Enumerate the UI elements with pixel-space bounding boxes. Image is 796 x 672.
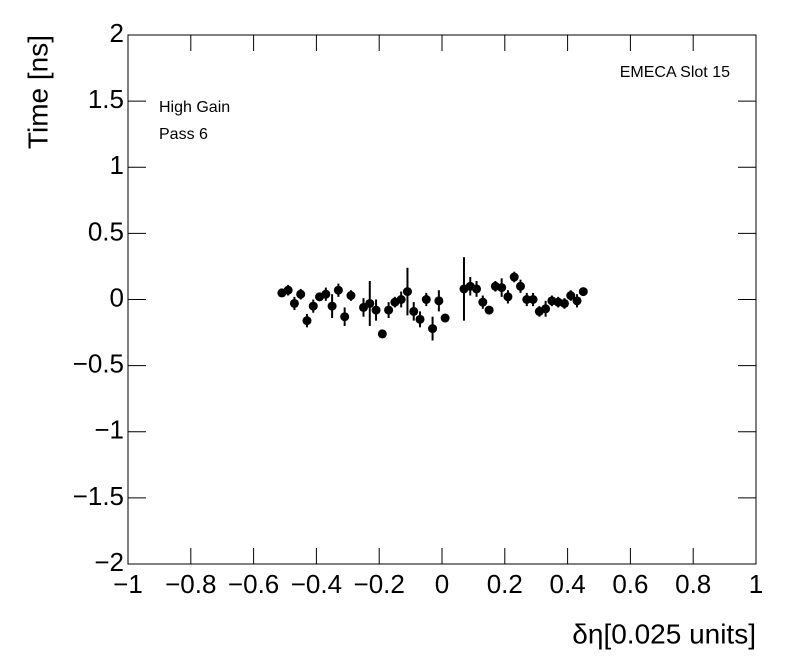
x-tick-label: 0.8 <box>675 569 711 599</box>
data-point <box>308 301 318 311</box>
annotation: EMECA Slot 15 <box>620 64 730 81</box>
y-tick-label: 0 <box>110 282 124 312</box>
data-point <box>283 285 293 295</box>
data-point <box>421 295 431 304</box>
data-point <box>346 291 356 301</box>
y-tick-label: 2 <box>110 18 124 48</box>
data-point <box>509 272 519 282</box>
x-axis-title: δη[0.025 units] <box>572 618 756 649</box>
data-point <box>402 287 412 297</box>
data-point <box>302 316 312 326</box>
data-point <box>377 329 387 339</box>
x-tick-label: −1 <box>113 569 143 599</box>
data-point <box>472 284 482 294</box>
x-tick-label: −0.2 <box>354 569 405 599</box>
data-point <box>428 324 438 334</box>
x-tick-label: 0 <box>435 569 449 599</box>
data-point <box>478 297 488 307</box>
data-point <box>559 298 569 308</box>
data-point <box>484 305 494 315</box>
data-point <box>327 301 337 311</box>
y-tick-label: 1 <box>110 150 124 180</box>
y-axis-title: Time [ns] <box>22 35 53 149</box>
data-point <box>321 289 331 299</box>
x-tick-label: −0.4 <box>291 569 342 599</box>
data-point <box>396 295 406 304</box>
y-tick-label: −2 <box>94 547 124 577</box>
data-point <box>296 289 306 299</box>
data-point <box>434 296 444 306</box>
y-tick-label: 1.5 <box>88 84 124 114</box>
data-point <box>503 292 513 302</box>
data-point <box>528 295 538 304</box>
data-point <box>289 298 299 308</box>
data-point <box>578 287 588 297</box>
x-tick-label: 0.6 <box>612 569 648 599</box>
x-tick-label: −0.6 <box>228 569 279 599</box>
data-point <box>365 298 375 308</box>
data-point <box>371 305 381 315</box>
data-point <box>409 306 419 316</box>
data-point <box>333 285 343 295</box>
data-point <box>522 295 532 304</box>
data-point <box>415 314 425 324</box>
data-point <box>440 313 450 323</box>
data-point <box>340 312 350 322</box>
x-tick-label: 1 <box>749 569 763 599</box>
x-tick-label: −0.8 <box>165 569 216 599</box>
data-point <box>566 291 576 301</box>
data-point <box>497 283 507 293</box>
annotation: Pass 6 <box>159 126 208 143</box>
x-tick-label: 0.2 <box>487 569 523 599</box>
data-point <box>384 305 394 315</box>
data-point <box>516 281 525 291</box>
annotation: High Gain <box>159 99 230 116</box>
y-tick-label: 0.5 <box>88 216 124 246</box>
data-point <box>541 304 551 314</box>
y-tick-label: −0.5 <box>73 349 124 379</box>
x-tick-label: 0.4 <box>550 569 586 599</box>
y-tick-label: −1 <box>94 415 124 445</box>
y-tick-label: −1.5 <box>73 481 124 511</box>
data-point <box>572 296 582 306</box>
